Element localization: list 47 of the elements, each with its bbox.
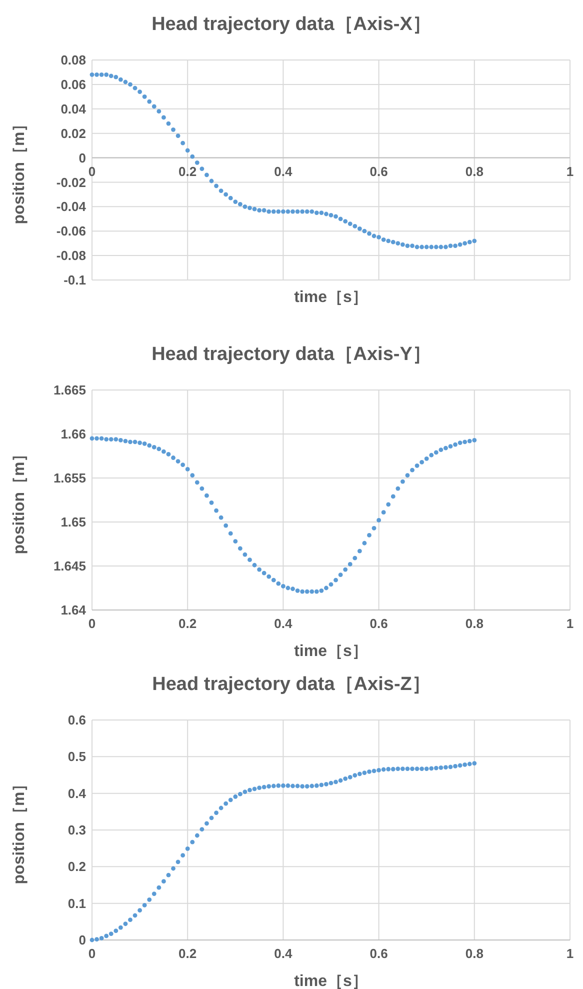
y-tick-label: 0.06 (60, 76, 86, 92)
x-tick-label: 0.6 (370, 946, 388, 961)
y-tick-label: -0.1 (64, 272, 86, 288)
y-tick-label: -0.02 (56, 174, 86, 190)
y-tick-label: 1.665 (53, 382, 86, 398)
x-tick-label: 0.4 (274, 164, 294, 179)
chart-title: Head trajectory data［Axis-Z］ (152, 674, 431, 695)
y-tick-label: 1.64 (60, 602, 87, 618)
y-tick-label: 0.02 (60, 126, 86, 141)
x-tick-label: 0.6 (370, 616, 388, 631)
chart-title: Head trajectory data［Axis-Y］ (152, 344, 432, 365)
y-tick-label: 0 (78, 150, 86, 166)
x-tick-label: 0.2 (178, 616, 197, 631)
y-tick-label: 1.655 (53, 470, 86, 486)
x-tick-label: 1 (566, 616, 574, 631)
y-axis-title: position［m］ (11, 446, 28, 554)
y-tick-label: 0.5 (68, 749, 86, 764)
x-tick-label: 0.2 (178, 946, 197, 961)
x-tick-label: 0.4 (274, 946, 294, 961)
y-tick-label: 0.04 (60, 101, 87, 116)
x-tick-label: 0.6 (370, 164, 388, 179)
x-axis-title: time［s］ (294, 289, 368, 306)
x-tick-label: 1 (566, 164, 574, 179)
x-tick-label: 0.8 (465, 616, 484, 631)
y-tick-label: 0.2 (68, 859, 86, 874)
y-axis-title: position［m］ (11, 776, 28, 884)
y-tick-label: 0 (78, 932, 86, 948)
y-axis-title: position［m］ (11, 116, 28, 224)
x-axis-title: time［s］ (294, 643, 368, 660)
x-tick-label: 1 (566, 946, 574, 961)
y-tick-label: -0.08 (56, 248, 86, 264)
x-tick-label: 0.8 (465, 164, 484, 179)
y-tick-label: -0.04 (56, 199, 87, 214)
y-tick-label: 0.3 (68, 822, 86, 838)
y-tick-label: 0.1 (68, 896, 86, 911)
x-axis-title: time［s］ (294, 973, 368, 989)
x-tick-label: 0.8 (465, 946, 484, 961)
y-tick-label: 1.65 (60, 514, 86, 530)
y-tick-label: 1.645 (53, 558, 86, 574)
x-tick-label: 0.2 (178, 164, 197, 179)
y-tick-label: -0.06 (56, 224, 86, 239)
chart-title: Head trajectory data［Axis-X］ (152, 14, 432, 35)
x-tick-label: 0.4 (274, 616, 294, 631)
y-tick-label: 1.66 (60, 426, 86, 442)
y-tick-label: 0.4 (68, 786, 87, 801)
y-tick-label: 0.6 (68, 712, 86, 728)
y-tick-label: 0.08 (60, 52, 86, 68)
